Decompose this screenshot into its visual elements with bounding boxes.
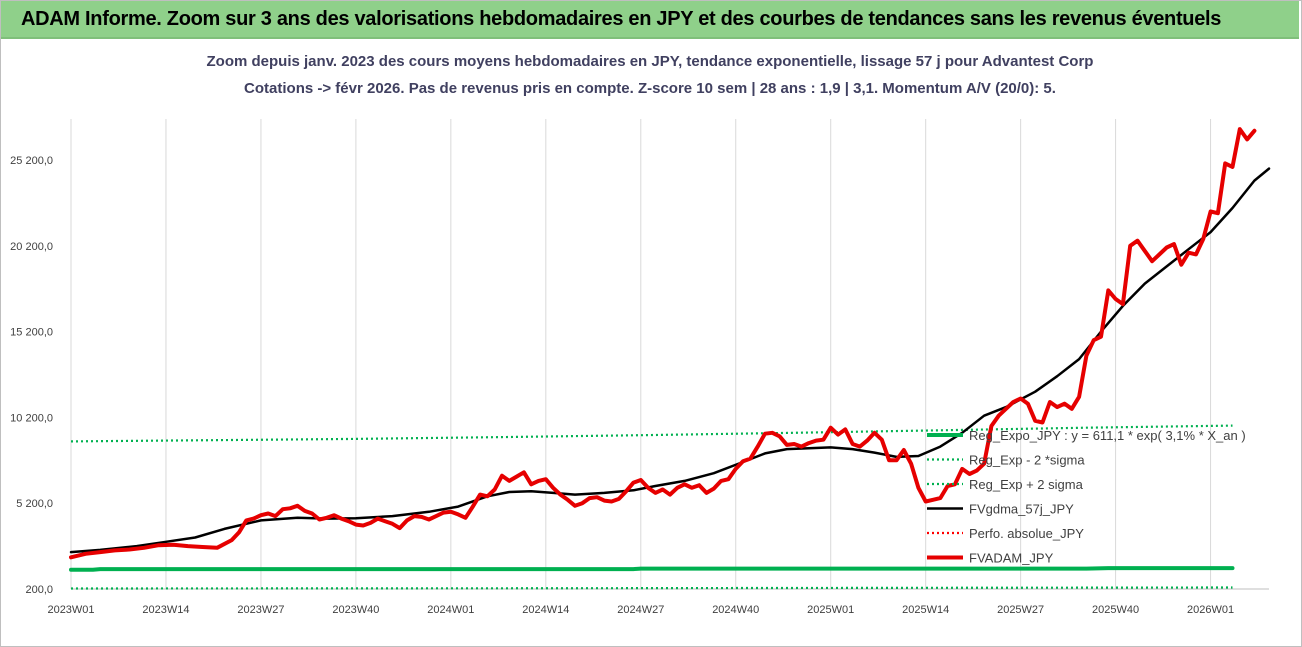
chart-title: Zoom depuis janv. 2023 des cours moyens … bbox=[206, 53, 1094, 70]
series-line-2 bbox=[70, 424, 1233, 443]
x-tick-label: 2023W27 bbox=[237, 604, 284, 616]
x-tick-label: 2024W01 bbox=[427, 604, 474, 616]
report-banner-title: ADAM Informe. Zoom sur 3 ans des valoris… bbox=[21, 7, 1222, 30]
legend-entry: Reg_Exp + 2 sigma bbox=[969, 477, 1084, 492]
x-tick-label: 2025W01 bbox=[807, 604, 854, 616]
x-tick-label: 2025W40 bbox=[1092, 604, 1139, 616]
x-tick-label: 2024W14 bbox=[522, 604, 569, 616]
x-tick-label: 2025W14 bbox=[902, 604, 949, 616]
x-tick-label: 2025W27 bbox=[997, 604, 1044, 616]
chart-subtitle: Cotations -> févr 2026. Pas de revenus p… bbox=[244, 80, 1056, 97]
y-tick-label: 5 200,0 bbox=[16, 498, 53, 510]
y-tick-label: 25 200,0 bbox=[10, 155, 53, 167]
legend-entry: Reg_Expo_JPY : y = 611,1 * exp( 3,1% * X… bbox=[969, 428, 1246, 443]
report-banner: ADAM Informe. Zoom sur 3 ans des valoris… bbox=[1, 1, 1299, 39]
y-tick-label: 15 200,0 bbox=[10, 327, 53, 339]
y-tick-label: 20 200,0 bbox=[10, 241, 53, 253]
y-tick-label: 200,0 bbox=[25, 584, 53, 596]
legend-entry: Reg_Exp - 2 *sigma bbox=[969, 453, 1085, 468]
x-tick-label: 2023W01 bbox=[47, 604, 94, 616]
x-tick-label: 2023W14 bbox=[142, 604, 189, 616]
legend-entry: FVADAM_JPY bbox=[969, 551, 1054, 566]
x-tick-label: 2023W40 bbox=[332, 604, 379, 616]
y-tick-label: 10 200,0 bbox=[10, 412, 53, 424]
x-tick-label: 2026W01 bbox=[1187, 604, 1234, 616]
series-line-0 bbox=[69, 566, 1235, 572]
series-line-1 bbox=[70, 586, 1233, 590]
legend-entry: FVgdma_57j_JPY bbox=[969, 502, 1074, 517]
legend-entry: Perfo. absolue_JPY bbox=[969, 526, 1084, 541]
x-tick-label: 2024W27 bbox=[617, 604, 664, 616]
x-tick-label: 2024W40 bbox=[712, 604, 759, 616]
series-line-5 bbox=[69, 127, 1257, 560]
